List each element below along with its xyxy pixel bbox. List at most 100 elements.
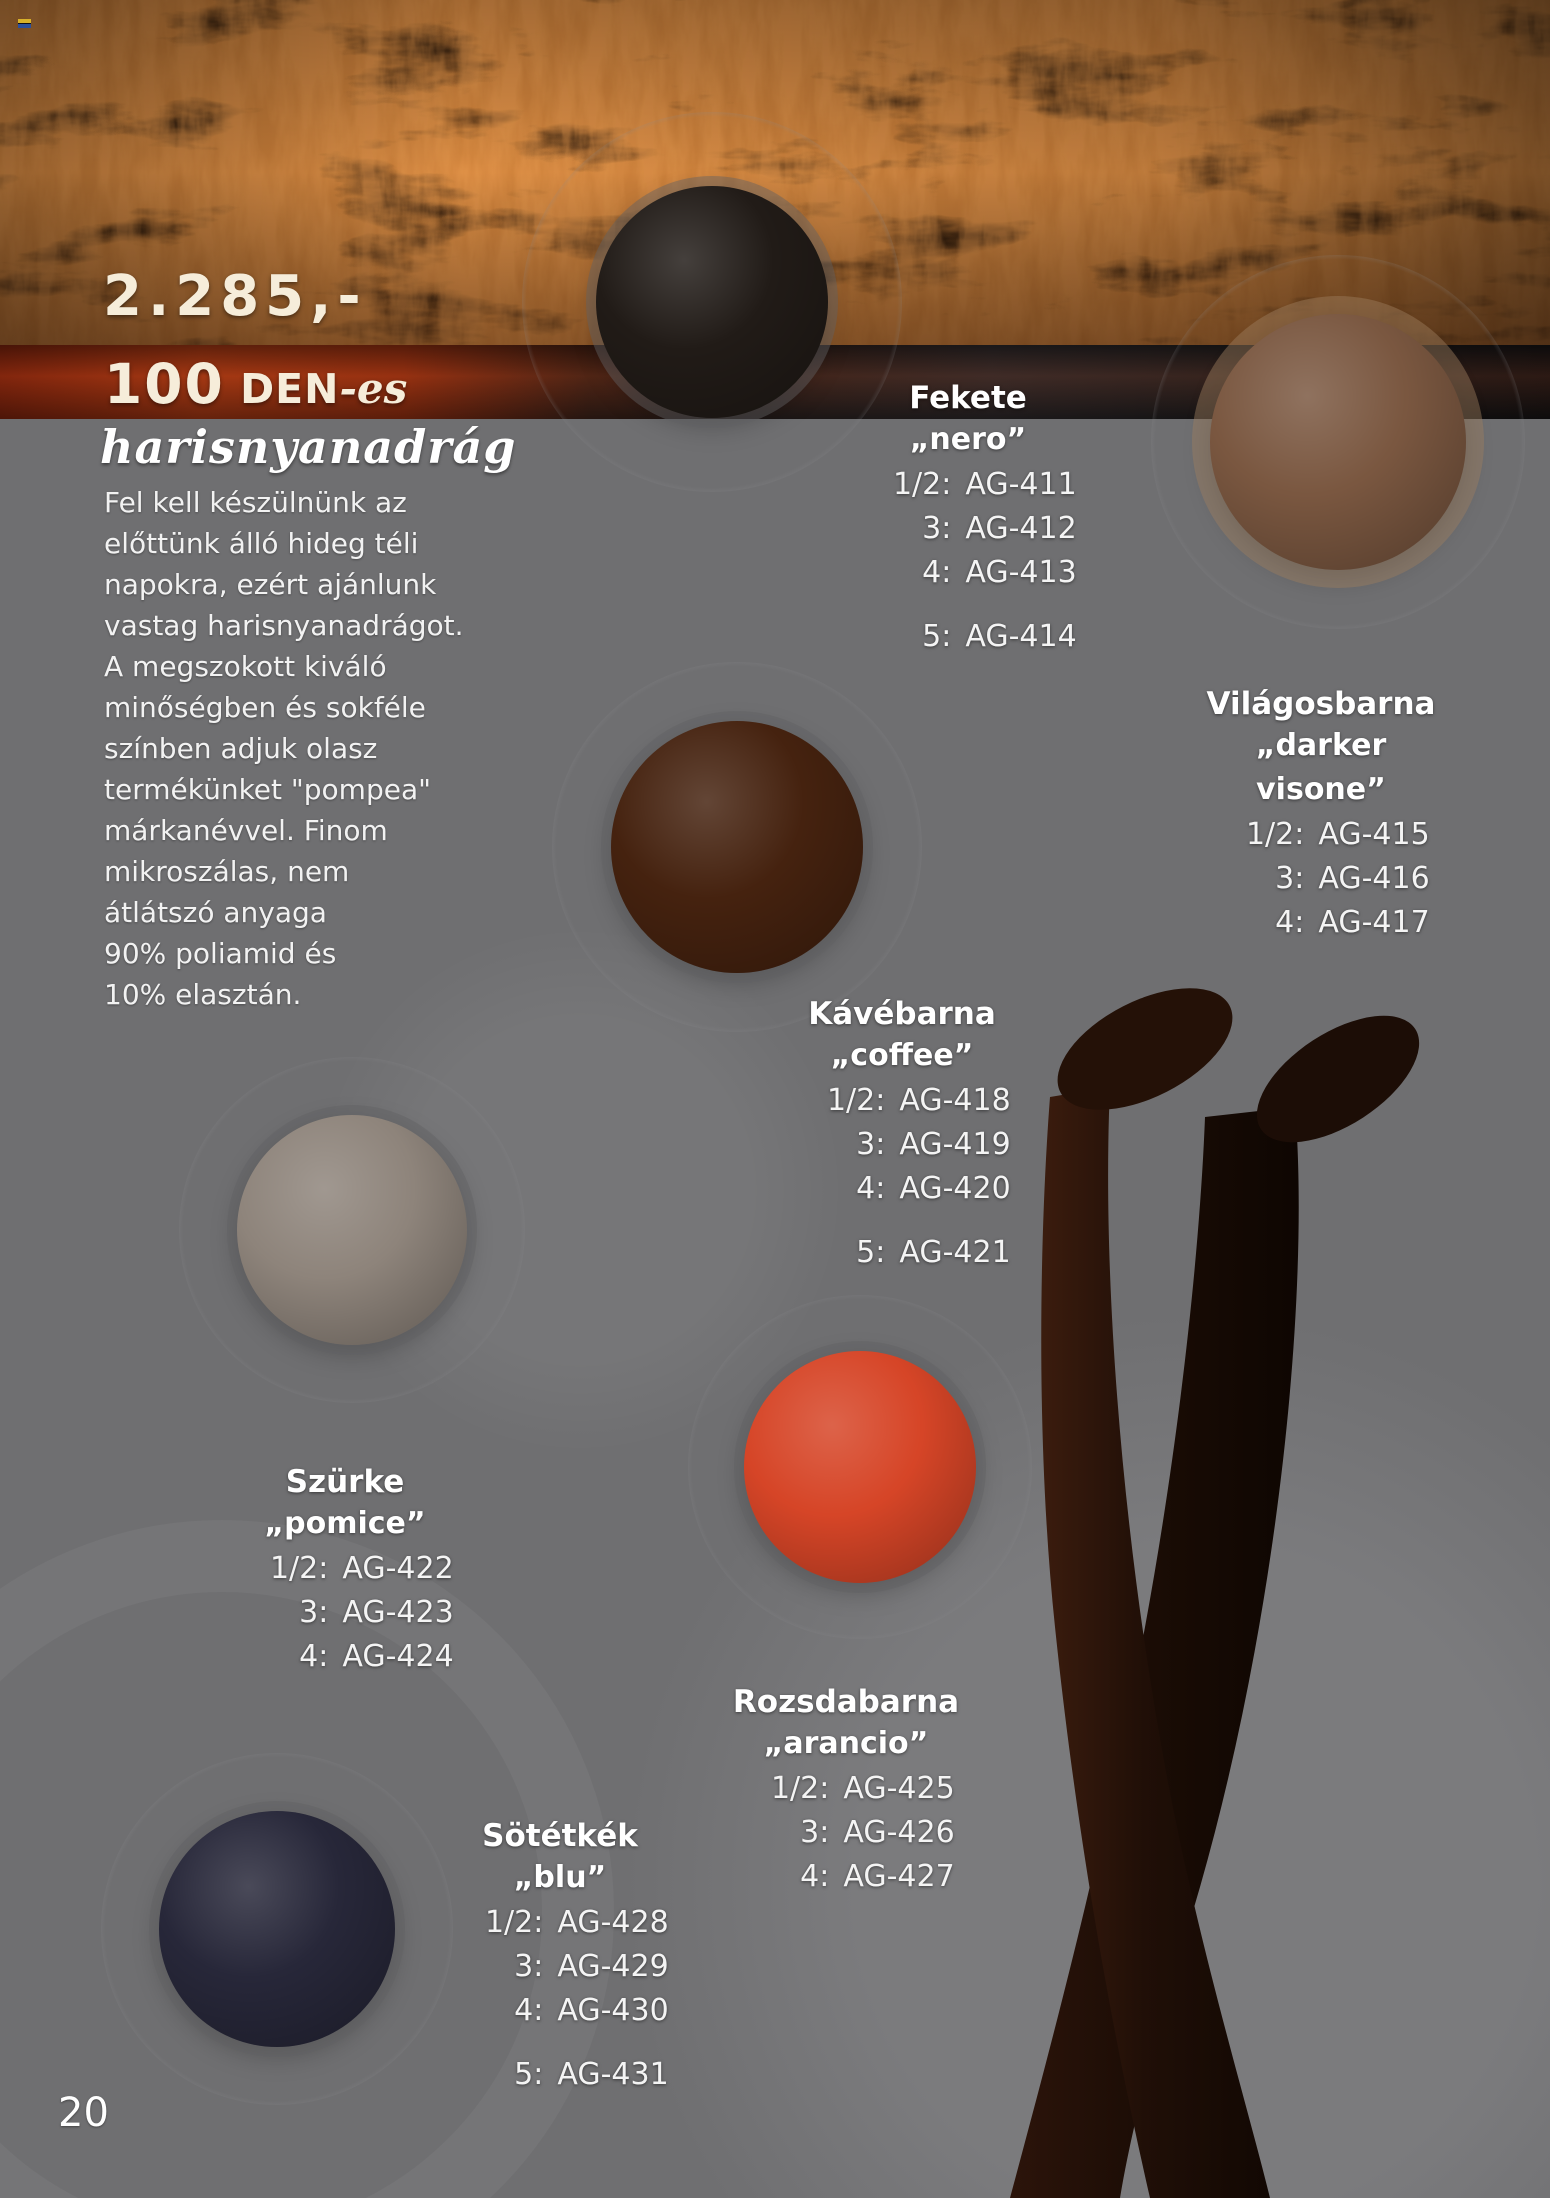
product-code: AG-423: [342, 1594, 454, 1630]
product-code: AG-412: [965, 510, 1077, 546]
product-code: AG-417: [1318, 904, 1430, 940]
size-code-row: 3: AG-429: [451, 1944, 669, 1988]
color-alias: „nero”: [909, 422, 1027, 457]
size-label: 1/2:: [826, 1082, 886, 1118]
size-label: 1/2:: [1245, 816, 1305, 852]
color-name: Fekete: [909, 380, 1027, 416]
corner-mark-icon: [18, 19, 31, 28]
size-label: 3:: [922, 510, 952, 546]
size-label: 1/2:: [770, 1770, 830, 1806]
size-label: 4:: [856, 1170, 886, 1206]
size-code-row: 1/2: AG-422: [236, 1546, 454, 1590]
color-alias: „coffee”: [830, 1038, 974, 1073]
size-code-list: 1/2: AG-411 3: AG-412 4: AG-413 5: AG-414: [859, 462, 1077, 658]
color-swatch-fekete: [596, 186, 828, 418]
size-code-row: 3: AG-412: [859, 506, 1077, 550]
size-code-row: 4: AG-413: [859, 550, 1077, 594]
size-label: 3:: [514, 1948, 544, 1984]
denier-unit: DEN: [224, 365, 340, 413]
color-block-vilagosbarna: Világosbarna „darker visone” 1/2: AG-415 3…: [1191, 684, 1451, 944]
size-code-row: 1/2: AG-425: [737, 1766, 955, 1810]
page-number: 20: [58, 2090, 109, 2136]
denier-line: 100 DEN-es: [104, 352, 407, 416]
product-code: AG-426: [843, 1814, 955, 1850]
color-alias: „blu”: [513, 1860, 607, 1895]
color-name: Sötétkék: [482, 1818, 638, 1854]
size-label: 5:: [856, 1234, 886, 1270]
size-code-row: 4: AG-424: [236, 1634, 454, 1678]
color-swatch-szurke: [237, 1115, 467, 1345]
denier-suffix: -es: [339, 364, 408, 413]
size-code-row: 1/2: AG-415: [1212, 812, 1430, 856]
color-name: Rozsdabarna: [732, 1684, 960, 1720]
size-label: 1/2:: [892, 466, 952, 502]
size-code-list: 1/2: AG-415 3: AG-416 4: AG-417: [1212, 812, 1430, 944]
product-code: AG-431: [557, 2056, 669, 2092]
size-label: 4:: [800, 1858, 830, 1894]
size-label: 4:: [922, 554, 952, 590]
product-title: harisnyanadrág: [100, 420, 517, 474]
size-label: 4:: [514, 1992, 544, 2028]
color-swatch-kavebarna: [611, 721, 863, 973]
color-block-kavebarna: Kávébarna „coffee” 1/2: AG-418 3: AG-419 4: A…: [772, 994, 1032, 1274]
size-label: 4:: [1275, 904, 1305, 940]
product-code: AG-418: [899, 1082, 1011, 1118]
size-code-row: 3: AG-426: [737, 1810, 955, 1854]
size-label: 5:: [514, 2056, 544, 2092]
product-code: AG-425: [843, 1770, 955, 1806]
size-code-row: 3: AG-416: [1212, 856, 1430, 900]
color-block-szurke: Szürke „pomice” 1/2: AG-422 3: AG-423 4: AG-4…: [215, 1462, 475, 1678]
denier-number: 100: [104, 352, 225, 416]
color-block-rozsdabarna: Rozsdabarna „arancio” 1/2: AG-425 3: AG-426…: [716, 1682, 976, 1898]
color-name: Világosbarna: [1206, 686, 1436, 722]
size-code-row: 5: AG-414: [859, 614, 1077, 658]
size-code-row: 4: AG-417: [1212, 900, 1430, 944]
product-code: AG-411: [965, 466, 1077, 502]
color-swatch-vilagosbarna: [1210, 314, 1466, 570]
color-swatch-rozsdabarna: [744, 1351, 976, 1583]
size-code-row: 3: AG-423: [236, 1590, 454, 1634]
product-code: AG-416: [1318, 860, 1430, 896]
color-swatch-sotetkek: [159, 1811, 395, 2047]
product-code: AG-427: [843, 1858, 955, 1894]
product-code: AG-429: [557, 1948, 669, 1984]
product-code: AG-415: [1318, 816, 1430, 852]
size-label: 3:: [856, 1126, 886, 1162]
color-block-sotetkek: Sötétkék „blu” 1/2: AG-428 3: AG-429 4: AG-43…: [430, 1816, 690, 2096]
size-label: 4:: [299, 1638, 329, 1674]
size-code-row: 1/2: AG-428: [451, 1900, 669, 1944]
color-alias: „darker visone”: [1255, 728, 1387, 807]
product-code: AG-428: [557, 1904, 669, 1940]
product-code: AG-421: [899, 1234, 1011, 1270]
color-alias: „arancio”: [763, 1726, 929, 1761]
size-label: 1/2:: [484, 1904, 544, 1940]
size-code-row: 4: AG-430: [451, 1988, 669, 2032]
product-code: AG-419: [899, 1126, 1011, 1162]
size-code-list: 1/2: AG-418 3: AG-419 4: AG-420 5: AG-421: [793, 1078, 1011, 1274]
size-label: 3:: [1275, 860, 1305, 896]
size-label: 3:: [299, 1594, 329, 1630]
size-label: 3:: [800, 1814, 830, 1850]
size-code-row: 1/2: AG-411: [859, 462, 1077, 506]
price-text: 2.285,-: [103, 264, 367, 329]
size-label: 1/2:: [269, 1550, 329, 1586]
color-alias: „pomice”: [264, 1506, 426, 1541]
size-code-list: 1/2: AG-425 3: AG-426 4: AG-427: [737, 1766, 955, 1898]
size-code-row: 4: AG-427: [737, 1854, 955, 1898]
product-code: AG-414: [965, 618, 1077, 654]
product-code: AG-420: [899, 1170, 1011, 1206]
size-code-row: 5: AG-421: [793, 1230, 1011, 1274]
color-name: Szürke: [285, 1464, 405, 1500]
product-description: Fel kell készülnünk az előttünk álló hid…: [104, 486, 464, 1011]
tights-legs-photo: [1010, 988, 1420, 2198]
product-code: AG-422: [342, 1550, 454, 1586]
size-label: 5:: [922, 618, 952, 654]
size-code-row: 4: AG-420: [793, 1166, 1011, 1210]
size-code-list: 1/2: AG-428 3: AG-429 4: AG-430 5: AG-431: [451, 1900, 669, 2096]
product-code: AG-424: [342, 1638, 454, 1674]
size-code-row: 3: AG-419: [793, 1122, 1011, 1166]
product-code: AG-430: [557, 1992, 669, 2028]
product-code: AG-413: [965, 554, 1077, 590]
color-block-fekete: Fekete „nero” 1/2: AG-411 3: AG-412 4: AG-413…: [838, 378, 1098, 658]
